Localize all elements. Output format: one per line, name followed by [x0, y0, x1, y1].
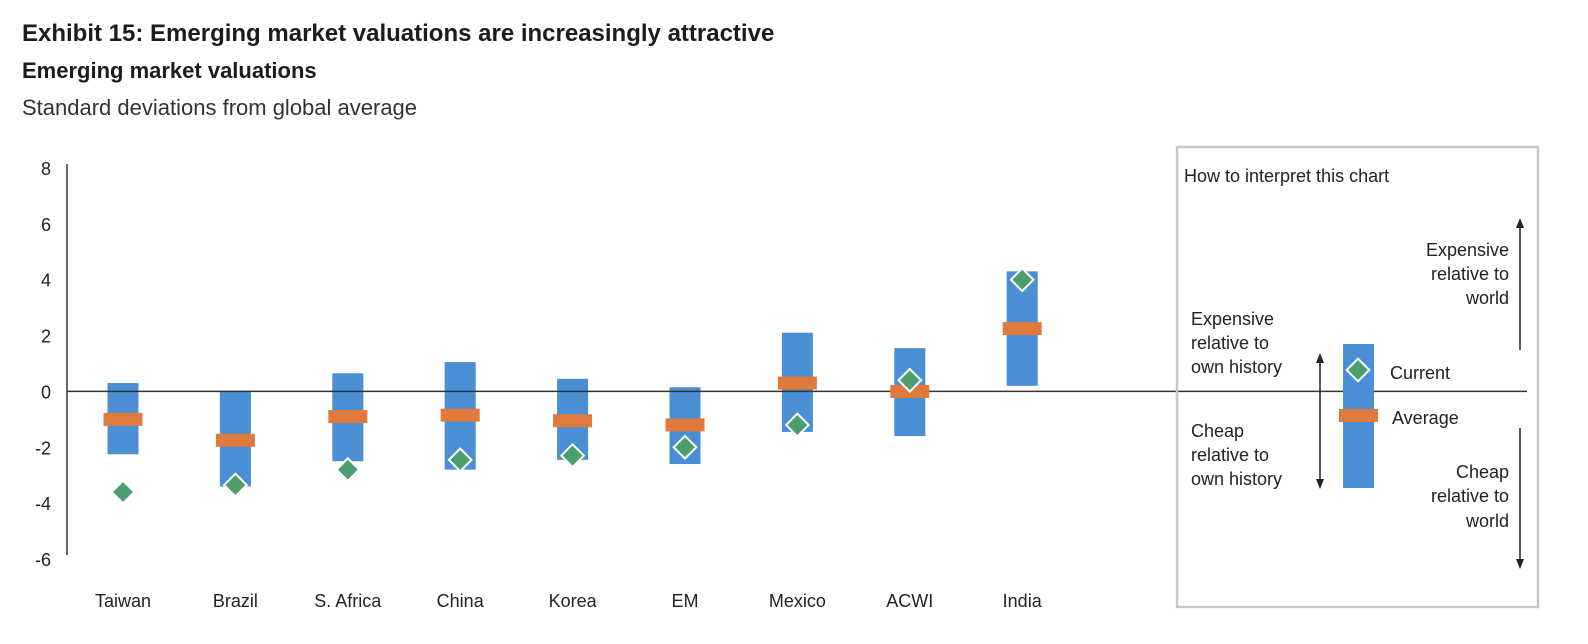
- x-tick-label: S. Africa: [314, 591, 382, 611]
- arrow-head-history-down: [1316, 479, 1324, 489]
- current-markers: [110, 266, 1035, 505]
- legend-cheap-history-2: relative to: [1191, 445, 1269, 465]
- interpretation-legend: How to interpret this chart Expensive re…: [1175, 145, 1540, 609]
- legend-cheap-world-1: Cheap: [1456, 462, 1509, 482]
- average-marker: [665, 418, 705, 432]
- arrow-heads: [1316, 218, 1524, 569]
- legend-expensive-world-1: Expensive: [1426, 240, 1509, 260]
- y-tick: 4: [41, 271, 51, 291]
- average-markers: [103, 322, 1042, 447]
- legend-cheap-history-3: own history: [1191, 469, 1282, 489]
- y-tick: -2: [35, 438, 51, 458]
- legend-cheap-world-2: relative to: [1431, 486, 1509, 506]
- legend-current-sample: [1345, 357, 1371, 383]
- average-marker: [103, 412, 143, 426]
- current-marker: [447, 447, 473, 473]
- average-marker: [777, 376, 817, 390]
- current-marker: [672, 434, 698, 461]
- legend-expensive-history-2: relative to: [1191, 333, 1269, 353]
- current-marker: [559, 442, 586, 469]
- average-marker: [328, 410, 368, 424]
- average-marker: [1002, 322, 1042, 336]
- arrow-head-history-up: [1316, 353, 1324, 363]
- legend-box: [1175, 145, 1540, 609]
- current-marker: [222, 472, 249, 498]
- arrow-head-down: [1516, 559, 1524, 569]
- y-tick: -6: [35, 550, 51, 570]
- x-tick-label: China: [437, 591, 485, 611]
- y-axis-ticks: 8 6 4 2 0 -2 -4 -6: [35, 159, 51, 570]
- legend-average-label: Average: [1392, 408, 1459, 428]
- chart-title: Exhibit 15: Emerging market valuations a…: [22, 20, 775, 47]
- legend-average-sample: [1339, 409, 1378, 422]
- x-tick-label: ACWI: [886, 591, 933, 611]
- legend-cheap-history-1: Cheap: [1191, 421, 1244, 441]
- x-tick-label: Brazil: [213, 591, 258, 611]
- arrow-head-up: [1516, 218, 1524, 228]
- average-marker: [553, 414, 593, 428]
- legend-expensive-history-3: own history: [1191, 357, 1282, 377]
- legend-expensive-world-3: world: [1465, 288, 1509, 308]
- y-tick: 6: [41, 215, 51, 235]
- average-marker: [440, 408, 480, 422]
- y-tick: -4: [35, 494, 51, 514]
- x-tick-label: Mexico: [769, 591, 826, 611]
- current-marker: [335, 456, 361, 483]
- chart-subtitle: Emerging market valuations: [22, 58, 317, 83]
- units-label: Standard deviations from global average: [22, 95, 418, 120]
- x-axis-labels: Taiwan Brazil S. Africa China Korea EM M…: [95, 591, 1043, 611]
- legend-arrows: [1319, 222, 1521, 564]
- legend-expensive-history-1: Expensive: [1191, 309, 1274, 329]
- legend-current-label: Current: [1390, 363, 1450, 383]
- y-tick: 0: [41, 382, 51, 402]
- average-marker: [215, 433, 255, 447]
- current-marker: [110, 479, 136, 505]
- x-tick-label: Korea: [549, 591, 598, 611]
- x-tick-label: India: [1003, 591, 1043, 611]
- legend-expensive-world-2: relative to: [1431, 264, 1509, 284]
- x-tick-label: EM: [672, 591, 699, 611]
- legend-cheap-world-3: world: [1465, 511, 1509, 531]
- y-tick: 2: [41, 327, 51, 347]
- legend-title: How to interpret this chart: [1184, 166, 1389, 186]
- current-marker: [784, 412, 811, 438]
- current-marker: [897, 367, 923, 393]
- current-marker: [1009, 266, 1035, 293]
- y-tick: 8: [41, 159, 51, 179]
- x-tick-label: Taiwan: [95, 591, 151, 611]
